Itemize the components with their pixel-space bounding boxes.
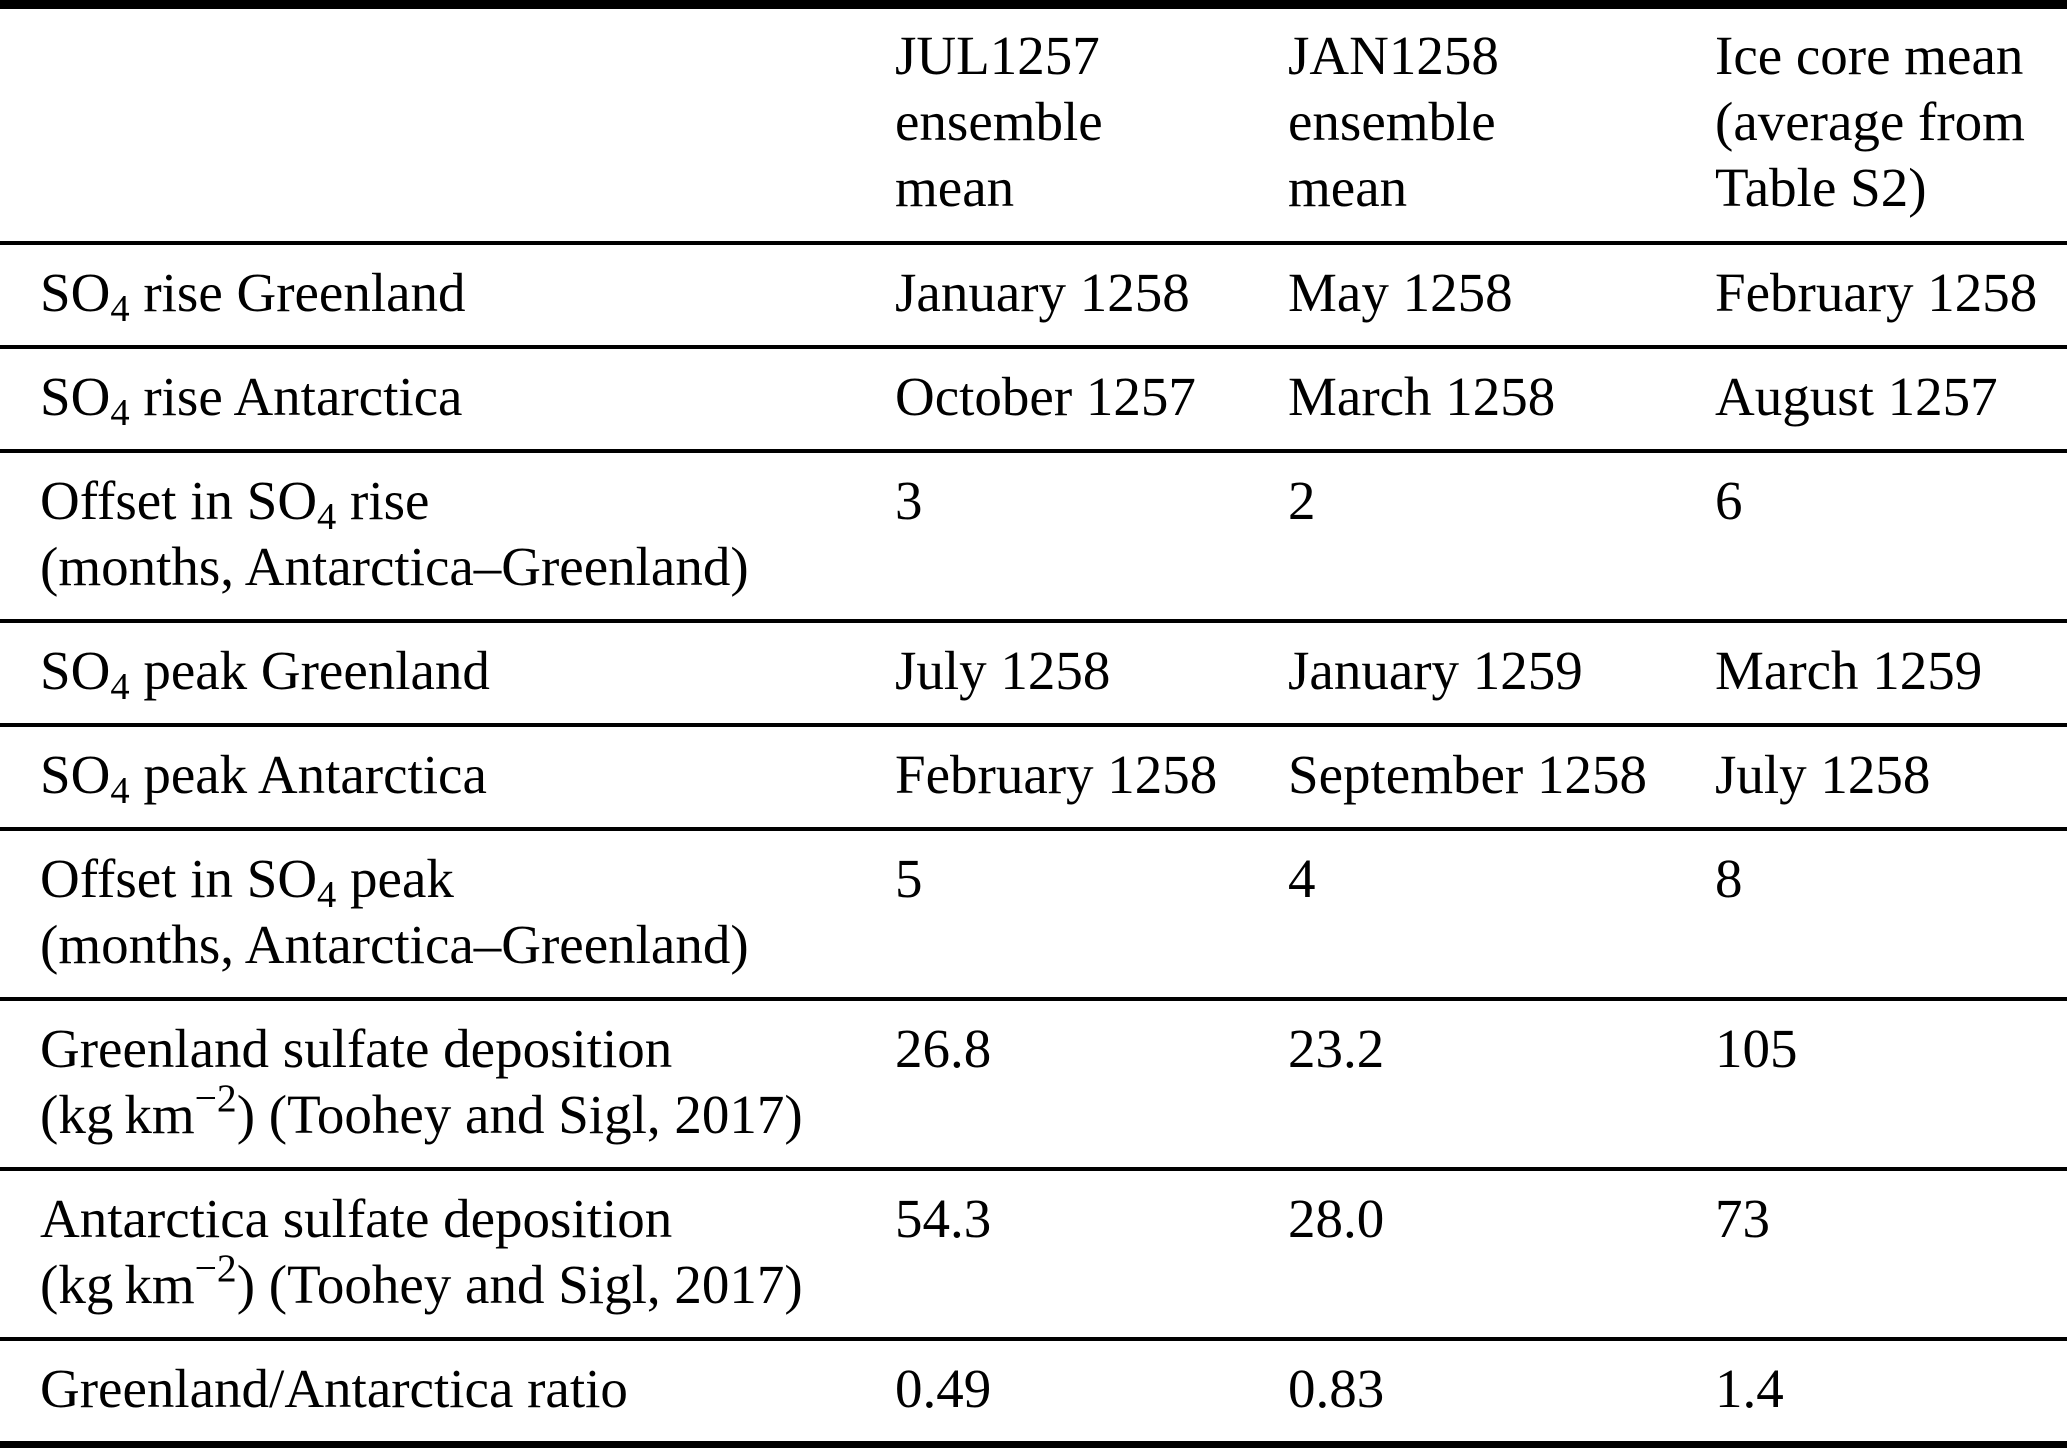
row-label: SO4 peak Antarctica: [0, 725, 895, 831]
cell: 3: [895, 451, 1288, 623]
cell: March 1258: [1288, 347, 1715, 453]
row-label: Offset in SO4 rise (months, Antarctica–Gr…: [0, 451, 895, 623]
row-label: Greenland/Antarctica ratio: [40, 1358, 628, 1419]
table-row-so4-peak-antarctica: SO4 peak Antarctica February 1258 Septem…: [0, 725, 2067, 831]
cell: 73: [1715, 1169, 2067, 1341]
table-row-greenland-sulfate-deposition: Greenland sulfate deposition (kg km−2) (T…: [0, 999, 2067, 1171]
row-label: Antarctica sulfate deposition (kg km−2) (…: [0, 1169, 895, 1341]
table-row-antarctica-sulfate-deposition: Antarctica sulfate deposition (kg km−2) (…: [0, 1169, 2067, 1341]
cell: March 1259: [1715, 621, 2067, 727]
column-header-jan1258: JAN1258 ensemble mean: [1288, 4, 1715, 245]
table-row-so4-peak-greenland: SO4 peak Greenland July 1258 January 125…: [0, 621, 2067, 727]
row-label: SO4 peak Greenland: [0, 621, 895, 727]
cell: 8: [1715, 829, 2067, 1001]
cell: 105: [1715, 999, 2067, 1171]
cell: 5: [895, 829, 1288, 1001]
cell: 54.3: [895, 1169, 1288, 1341]
cell: 1.4: [1715, 1358, 1784, 1419]
column-header-ice-core-mean: Ice core mean (average from Table S2): [1715, 4, 2067, 245]
cell: 23.2: [1288, 999, 1715, 1171]
table-row-greenland-antarctica-ratio: Greenland/Antarctica ratio 0.49 0.83 1.4: [0, 1339, 2067, 1445]
cell: September 1258: [1288, 725, 1715, 831]
table-row-offset-so4-peak: Offset in SO4 peak (months, Antarctica–Gr…: [0, 829, 2067, 1001]
column-header-empty: [0, 4, 895, 245]
cell: 4: [1288, 829, 1715, 1001]
cell: July 1258: [895, 621, 1288, 727]
cell: October 1257: [895, 347, 1288, 453]
cell: February 1258: [1715, 243, 2067, 349]
cell: 2: [1288, 451, 1715, 623]
table-row-so4-rise-greenland: SO4 rise Greenland January 1258 May 1258…: [0, 243, 2067, 349]
row-label: Offset in SO4 peak (months, Antarctica–Gr…: [0, 829, 895, 1001]
row-label: Greenland sulfate deposition (kg km−2) (T…: [0, 999, 895, 1171]
cell: 0.83: [1288, 1358, 1385, 1419]
row-label: SO4 rise Antarctica: [0, 347, 895, 453]
table-row-offset-so4-rise: Offset in SO4 rise (months, Antarctica–Gr…: [0, 451, 2067, 623]
cell: 28.0: [1288, 1169, 1715, 1341]
cell: 0.49: [895, 1358, 992, 1419]
row-label: SO4 rise Greenland: [0, 243, 895, 349]
cell: August 1257: [1715, 347, 2067, 453]
cell: July 1258: [1715, 725, 2067, 831]
header-row: JUL1257 ensemble mean JAN1258 ensemble mean …: [0, 4, 2067, 245]
cell: February 1258: [895, 725, 1288, 831]
cell: 6: [1715, 451, 2067, 623]
cell: May 1258: [1288, 243, 1715, 349]
cell: 26.8: [895, 999, 1288, 1171]
cell: January 1258: [895, 243, 1288, 349]
table-row-so4-rise-antarctica: SO4 rise Antarctica October 1257 March 1…: [0, 347, 2067, 453]
cell: January 1259: [1288, 621, 1715, 727]
column-header-jul1257: JUL1257 ensemble mean: [895, 4, 1288, 245]
